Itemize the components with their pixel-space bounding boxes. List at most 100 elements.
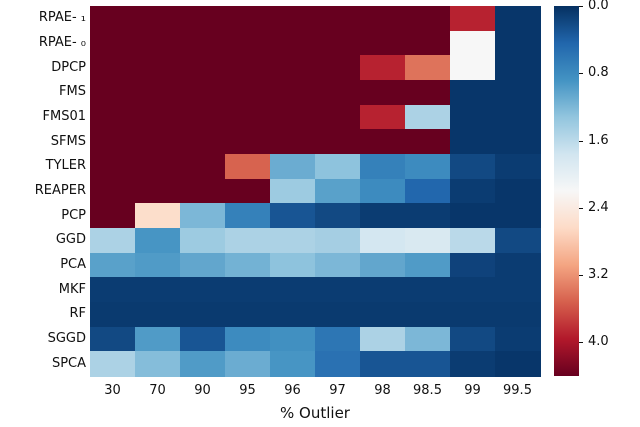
heatmap-cell-r8-c9 [495,203,541,229]
heatmap-cell-r14-c1 [135,351,181,377]
heatmap-cell-r5-c7 [405,129,451,155]
heatmap-cell-r14-c0 [90,351,136,377]
heatmap-cell-r5-c4 [270,129,316,155]
heatmap-cell-r1-c4 [270,30,316,56]
heatmap-cell-r10-c0 [90,252,136,278]
heatmap-cell-r4-c5 [315,104,361,130]
heatmap-cell-r7-c7 [405,178,451,204]
heatmap-cell-r14-c7 [405,351,451,377]
heatmap-cell-r9-c7 [405,228,451,254]
heatmap-cell-r6-c9 [495,154,541,180]
heatmap-cell-r12-c6 [360,302,406,328]
heatmap-cell-r12-c0 [90,302,136,328]
heatmap-cell-r7-c8 [450,178,496,204]
y-tick-label-1: RPAE- ₀ [38,35,86,50]
heatmap-cell-r4-c0 [90,104,136,130]
heatmap-cell-r4-c6 [360,104,406,130]
heatmap-cell-r0-c4 [270,6,316,32]
heatmap-cell-r9-c0 [90,228,136,254]
heatmap-cell-r13-c2 [180,326,226,352]
x-tick-label-4: 96 [284,383,301,398]
heatmap-cell-r5-c9 [495,129,541,155]
heatmap-cell-r11-c3 [225,277,271,303]
heatmap-cell-r4-c8 [450,104,496,130]
x-tick-label-3: 95 [239,383,256,398]
heatmap-cell-r12-c5 [315,302,361,328]
colorbar-tick-label-0: 0.0 [588,0,609,13]
heatmap-cell-r1-c5 [315,30,361,56]
heatmap-cell-r12-c8 [450,302,496,328]
heatmap-cell-r2-c3 [225,55,271,81]
heatmap-cell-r3-c2 [180,80,226,106]
heatmap-cell-r10-c1 [135,252,181,278]
heatmap-cell-r1-c9 [495,30,541,56]
heatmap-cell-r0-c0 [90,6,136,32]
y-tick-label-3: FMS [59,84,86,100]
heatmap-cell-r4-c4 [270,104,316,130]
heatmap-cell-r10-c7 [405,252,451,278]
heatmap-cell-r13-c0 [90,326,136,352]
y-tick-label-7: REAPER [34,183,86,198]
heatmap-cell-r11-c6 [360,277,406,303]
heatmap-cell-r13-c3 [225,326,271,352]
heatmap-cell-r5-c2 [180,129,226,155]
heatmap-cell-r10-c4 [270,252,316,278]
heatmap-cell-r3-c0 [90,80,136,106]
heatmap-cell-r12-c7 [405,302,451,328]
heatmap-cell-r11-c9 [495,277,541,303]
heatmap-cell-r7-c0 [90,178,136,204]
heatmap-cell-r9-c3 [225,228,271,254]
heatmap-cell-r10-c5 [315,252,361,278]
colorbar-tickmark-2 [579,140,583,142]
x-tick-label-9: 99.5 [503,383,532,398]
heatmap-cell-r1-c8 [450,30,496,56]
heatmap-cell-r3-c9 [495,80,541,106]
x-tick-label-7: 98.5 [413,383,442,398]
heatmap-cell-r5-c3 [225,129,271,155]
heatmap-cell-r3-c8 [450,80,496,106]
heatmap-cell-r14-c2 [180,351,226,377]
heatmap-cell-r3-c5 [315,80,361,106]
heatmap-cell-r0-c6 [360,6,406,32]
heatmap-cell-r14-c6 [360,351,406,377]
heatmap-cell-r8-c8 [450,203,496,229]
heatmap-cell-r6-c0 [90,154,136,180]
heatmap-cell-r0-c7 [405,6,451,32]
x-tick-label-8: 99 [464,383,481,398]
x-tick-label-1: 70 [149,383,166,398]
heatmap-cell-r2-c4 [270,55,316,81]
heatmap-cell-r11-c0 [90,277,136,303]
y-tick-label-5: SFMS [50,133,86,149]
heatmap-cell-r2-c8 [450,55,496,81]
colorbar-tick-label-3: 2.4 [588,199,609,215]
heatmap-cell-r7-c3 [225,178,271,204]
heatmap-cell-r7-c1 [135,178,181,204]
heatmap-cell-r13-c6 [360,326,406,352]
heatmap-cell-r12-c1 [135,302,181,328]
colorbar-tickmark-5 [579,342,583,344]
heatmap-cell-r3-c4 [270,80,316,106]
heatmap-cell-r1-c6 [360,30,406,56]
heatmap-cell-r13-c9 [495,326,541,352]
heatmap-cell-r9-c8 [450,228,496,254]
heatmap-cell-r13-c4 [270,326,316,352]
heatmap-cell-r10-c3 [225,252,271,278]
heatmap-cell-r12-c9 [495,302,541,328]
heatmap-cell-r2-c0 [90,55,136,81]
heatmap-cell-r7-c6 [360,178,406,204]
y-tick-label-13: SGGD [47,331,86,346]
heatmap-cell-r10-c9 [495,252,541,278]
heatmap-cell-r1-c0 [90,30,136,56]
colorbar [554,6,579,376]
y-tick-label-12: RF [69,306,86,322]
heatmap-cell-r10-c8 [450,252,496,278]
heatmap-cell-r8-c4 [270,203,316,229]
heatmap-cell-r0-c8 [450,6,496,32]
colorbar-tick-label-4: 3.2 [588,267,609,283]
x-axis-title: % Outlier [280,404,350,422]
heatmap-cell-r7-c9 [495,178,541,204]
heatmap-cell-r4-c3 [225,104,271,130]
heatmap-cell-r11-c4 [270,277,316,303]
heatmap-cell-r9-c2 [180,228,226,254]
